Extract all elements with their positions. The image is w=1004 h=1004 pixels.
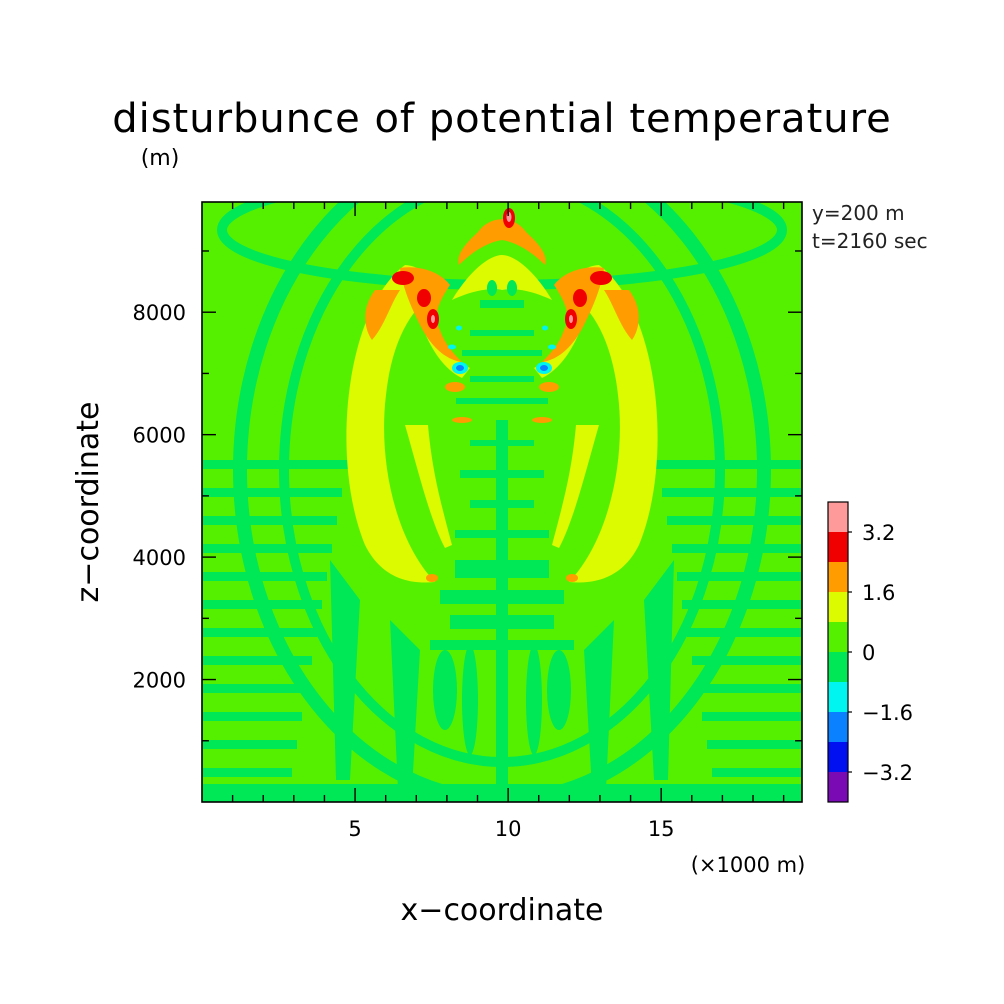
y-axis-label: z−coordinate [71,402,106,603]
colorbar-label: 0 [862,641,875,665]
colorbar-swatch [828,742,848,772]
colorbar-label: 1.6 [862,581,895,605]
colorbar-label: −1.6 [862,701,913,725]
chart-title: disturbunce of potential temperature [112,96,892,142]
axis-tick-labels: 5 10 15 2000 4000 6000 8000 [133,301,675,841]
colorbar-label: −3.2 [862,761,913,785]
x-axis-label: x−coordinate [401,893,604,928]
colorbar-swatch [828,682,848,712]
right-crescent-yellow [564,265,658,583]
colorbar-label: 3.2 [862,521,895,545]
y-tick-label: 2000 [133,669,186,693]
colorbar-swatch [828,712,848,742]
plot-frame [201,201,803,803]
y-tick-label: 8000 [133,301,186,325]
colorbar-swatch [828,772,848,802]
y-tick-label: 6000 [133,424,186,448]
axis-ticks [202,202,802,802]
colorbar-swatch [828,502,848,532]
time-annotation: t=2160 sec [812,229,928,253]
y-position-annotation: y=200 m [812,201,905,225]
z-unit-label: (m) [141,146,180,171]
colorbar-swatch [828,622,848,652]
colorbar-swatch [828,562,848,592]
negative-spots [448,325,556,374]
colorbar-swatch [828,652,848,682]
colorbar-swatch [828,532,848,562]
colorbar-swatch [828,592,848,622]
left-crescent-yellow [346,265,440,583]
lower-structures [202,420,802,802]
central-column [455,258,549,538]
x-unit-label: (×1000 m) [691,853,806,877]
x-tick-label: 15 [648,817,675,841]
colorbar: −3.2 −1.6 0 1.6 3.2 [827,501,913,803]
side-banding [202,460,802,777]
x-tick-label: 10 [495,817,522,841]
x-tick-label: 5 [348,817,361,841]
contour-field [202,202,802,802]
y-tick-label: 4000 [133,546,186,570]
